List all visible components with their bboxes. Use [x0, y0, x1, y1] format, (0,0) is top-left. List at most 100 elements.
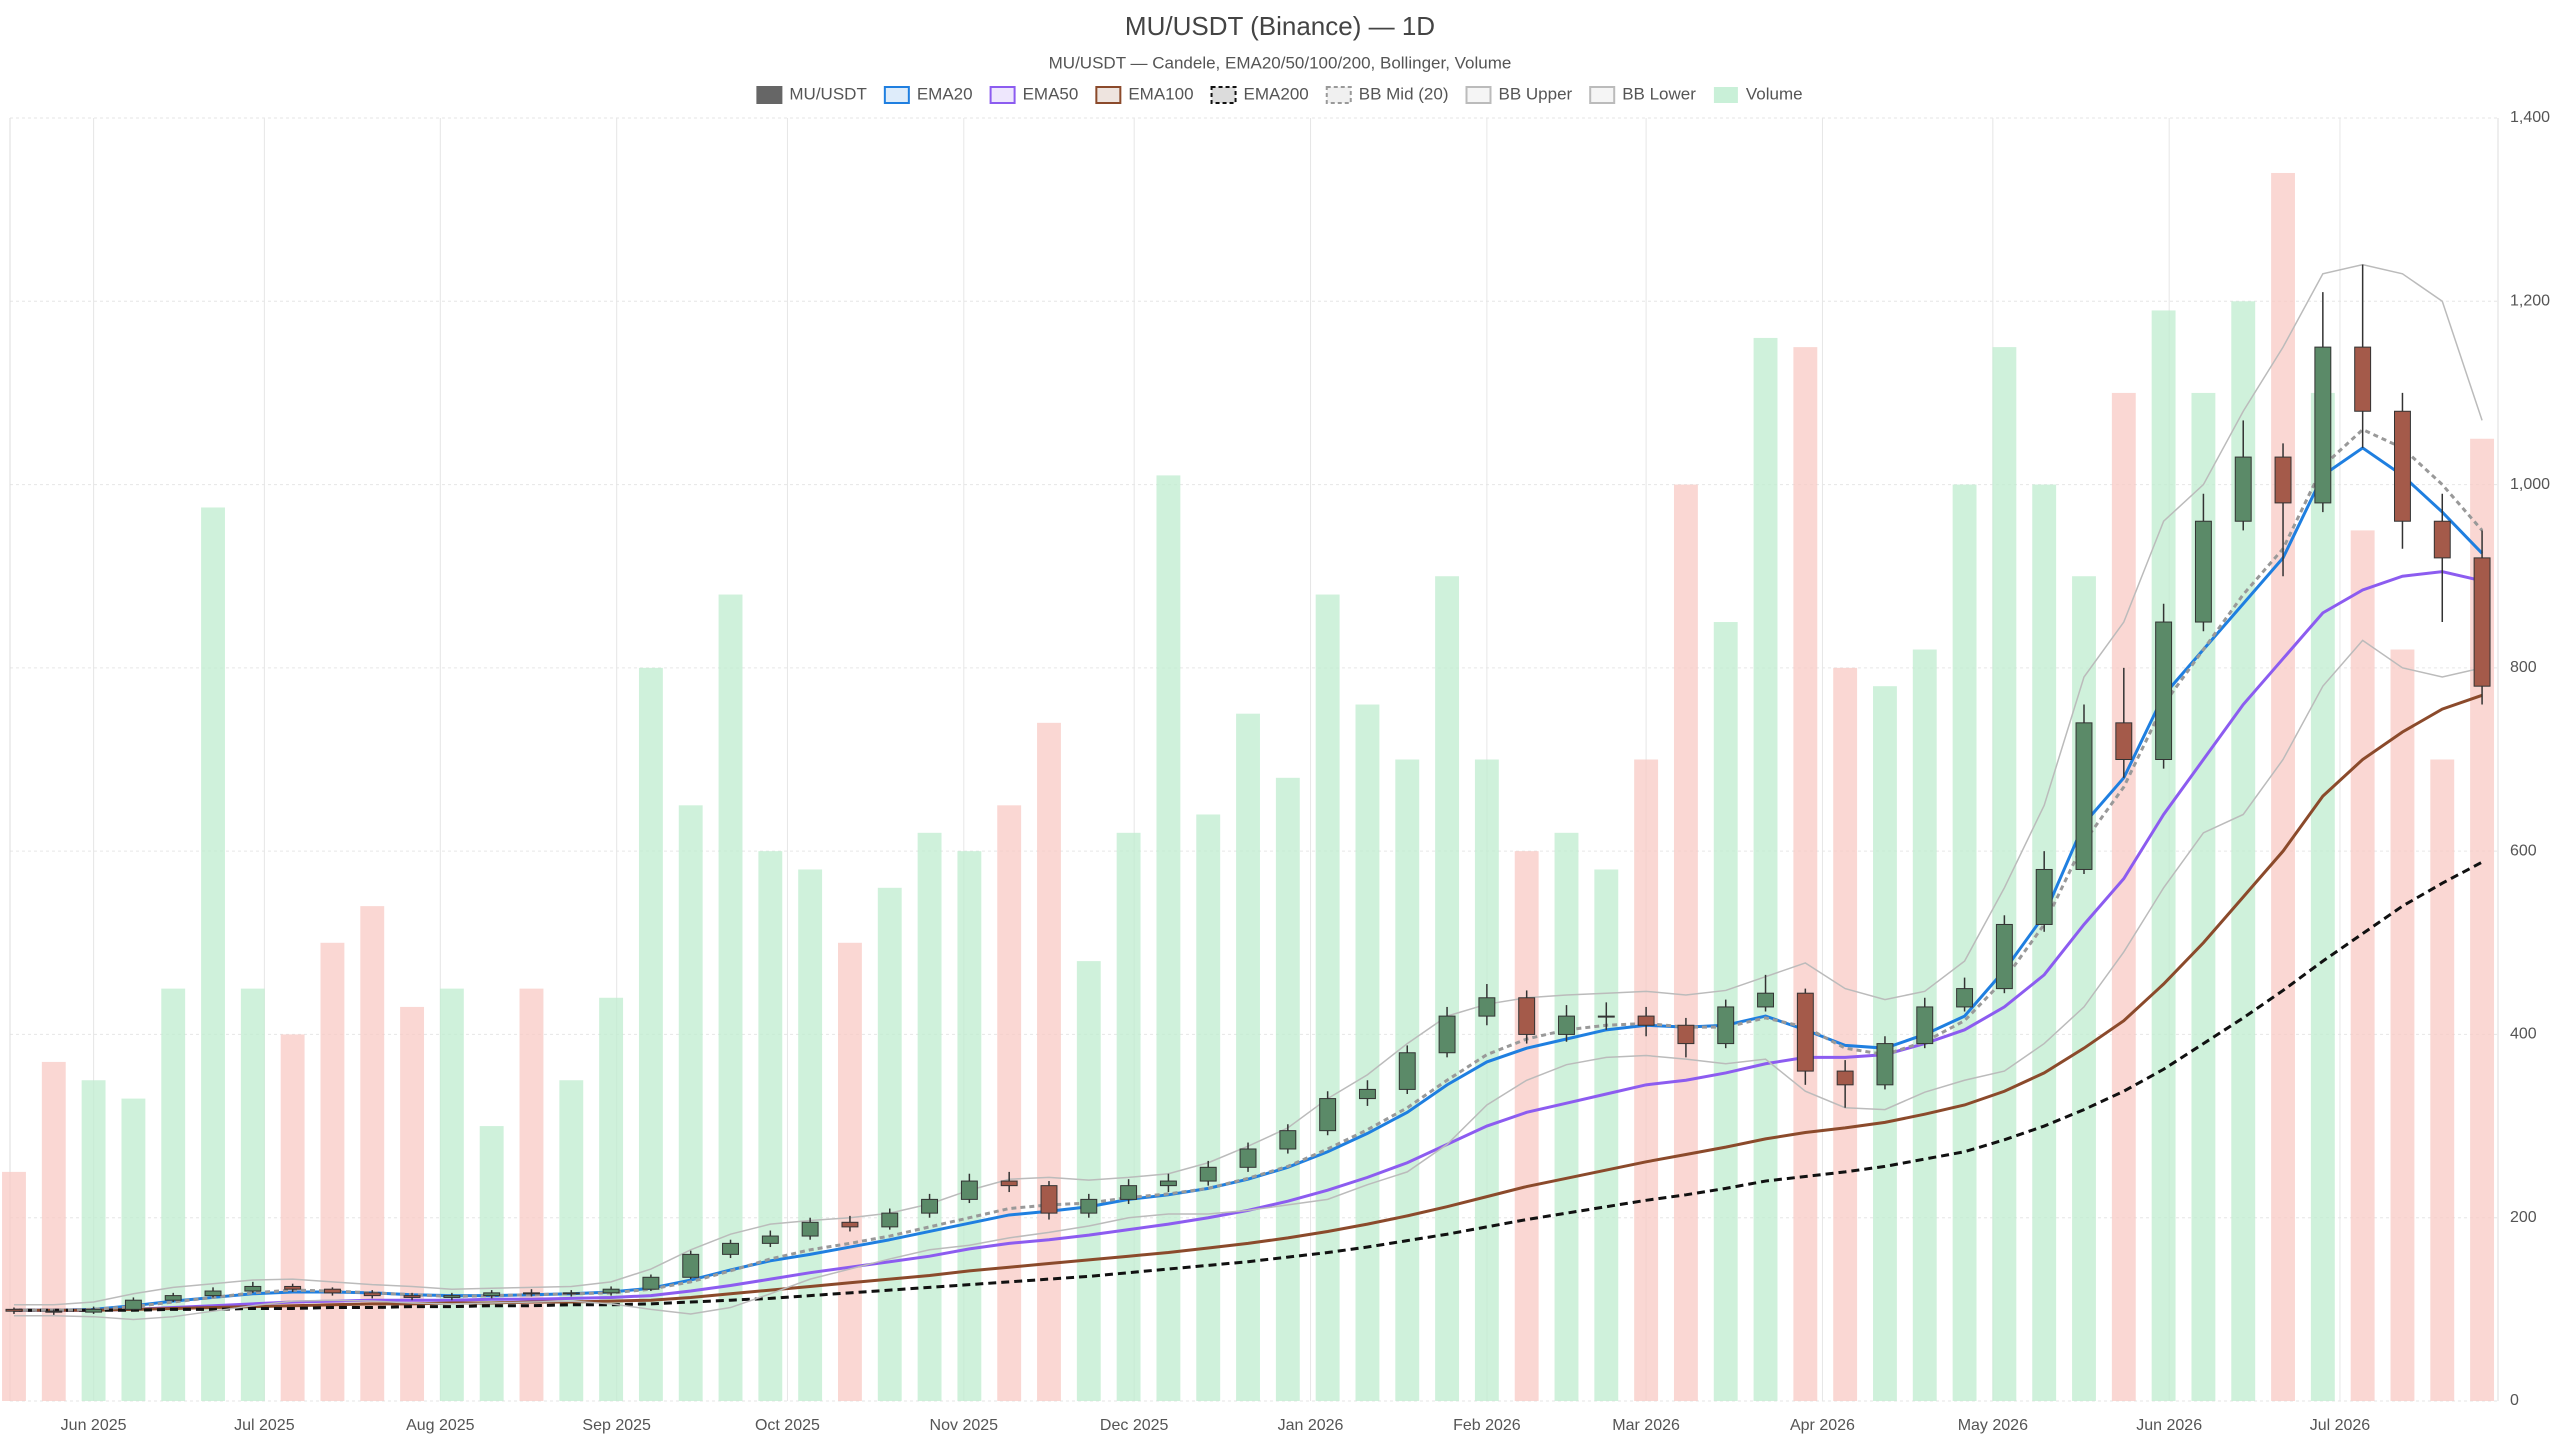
volume-bar — [678, 805, 703, 1401]
candle-body — [761, 1235, 779, 1244]
candle-body — [2473, 557, 2491, 687]
volume-bar — [1833, 667, 1858, 1401]
x-tick-label: Dec 2025 — [1100, 1417, 1169, 1434]
legend-label: BB Upper — [1499, 84, 1573, 103]
x-tick-label: Sep 2025 — [582, 1417, 651, 1434]
candle-body — [1637, 1015, 1655, 1026]
legend-item: BB Mid (20) — [1325, 84, 1449, 104]
x-tick-label: Jul 2025 — [234, 1417, 295, 1434]
candle-body — [960, 1180, 978, 1200]
volume-bar — [1156, 475, 1181, 1402]
x-tick-label: Oct 2025 — [755, 1417, 820, 1434]
volume-bar — [1435, 576, 1460, 1401]
chart-title: MU/USDT (Binance) — 1D — [1125, 11, 1435, 41]
candle-body — [1080, 1198, 1098, 1214]
volume-bar — [997, 805, 1022, 1401]
volume-bar — [2191, 392, 2216, 1401]
volume-bar — [1634, 759, 1659, 1401]
legend-label: Volume — [1746, 84, 1803, 103]
volume-bar — [320, 942, 345, 1401]
x-tick-label: Mar 2026 — [1612, 1417, 1680, 1434]
candle-body — [5, 1308, 23, 1312]
candle-body — [921, 1198, 939, 1214]
x-tick-label: Apr 2026 — [1790, 1417, 1855, 1434]
volume-bar — [2430, 759, 2455, 1401]
legend-label: EMA200 — [1244, 84, 1309, 103]
volume-bar — [1315, 594, 1340, 1401]
candle-body — [881, 1212, 899, 1228]
candle-body — [284, 1285, 302, 1290]
legend-swatch — [1713, 87, 1738, 103]
legend-swatch — [756, 86, 783, 104]
candle-body — [1000, 1180, 1018, 1187]
candle-body — [1040, 1185, 1058, 1214]
volume-bar — [559, 1080, 584, 1401]
candle-body — [1438, 1015, 1456, 1054]
y-tick-label: 1,200 — [2510, 293, 2550, 310]
candle-body — [602, 1288, 620, 1294]
legend-label: BB Mid (20) — [1359, 84, 1449, 103]
volume-bar — [2032, 484, 2057, 1402]
volume-bar — [838, 942, 862, 1401]
candle-body — [1916, 1006, 1934, 1045]
candle-body — [2035, 868, 2053, 925]
volume-bar — [1076, 961, 1101, 1401]
legend-label: EMA100 — [1128, 84, 1193, 103]
legend-swatch — [883, 86, 910, 104]
legend-label: EMA20 — [917, 84, 973, 103]
candle-body — [1518, 997, 1536, 1035]
legend-swatch — [1325, 86, 1352, 104]
legend-swatch — [989, 86, 1016, 104]
candle-body — [244, 1285, 262, 1292]
plot — [2, 172, 2495, 1402]
candle-body — [2433, 520, 2451, 559]
volume-bar — [240, 988, 265, 1401]
volume-bar — [1116, 832, 1141, 1401]
volume-bar — [2072, 576, 2096, 1401]
candle-body — [2393, 410, 2411, 522]
y-tick-label: 0 — [2510, 1392, 2519, 1409]
candle-body — [1319, 1098, 1337, 1132]
legend-swatch — [1210, 86, 1237, 104]
volume-bar — [2, 1171, 26, 1401]
candle-body — [2234, 456, 2252, 522]
y-tick-label: 400 — [2510, 1026, 2537, 1043]
volume-bar — [638, 667, 663, 1401]
volume-bar — [201, 507, 225, 1401]
candle-body — [204, 1290, 222, 1297]
volume-bar — [41, 1061, 66, 1401]
volume-bar — [1753, 337, 1778, 1401]
candle-body — [1597, 1015, 1615, 1018]
legend-item: EMA20 — [883, 84, 973, 104]
legend-label: EMA50 — [1023, 84, 1079, 103]
candle-body — [1358, 1088, 1376, 1100]
x-tick-label: Feb 2026 — [1453, 1417, 1521, 1434]
legend-swatch — [1465, 86, 1492, 104]
candle-body — [2194, 520, 2212, 623]
candle-body — [1876, 1043, 1894, 1086]
volume-bar — [439, 988, 464, 1401]
legend: MU/USDT EMA20 EMA50 EMA100 EMA200 BB Mid (20)… — [756, 84, 1803, 104]
y-tick-label: 800 — [2510, 659, 2537, 676]
candle-body — [1279, 1130, 1297, 1150]
candle-body — [1478, 997, 1496, 1017]
volume-bar — [758, 851, 783, 1401]
legend-swatch — [1589, 86, 1616, 104]
volume-bar — [1196, 814, 1221, 1401]
legend-swatch — [1095, 86, 1122, 104]
volume-bar — [519, 988, 544, 1401]
candle-body — [1199, 1166, 1217, 1182]
volume-bar — [161, 988, 186, 1401]
candle-body — [403, 1295, 421, 1298]
legend-item: EMA200 — [1210, 84, 1309, 104]
candle-body — [1159, 1180, 1177, 1187]
candle-body — [1836, 1070, 1854, 1086]
legend-label: BB Lower — [1622, 84, 1696, 103]
grid: 0 200 400 600 800 1,000 1,200 1,400 Jun 2025 Jul … — [9, 109, 2550, 1434]
candle-body — [1398, 1052, 1416, 1090]
y-tick-label: 600 — [2510, 842, 2537, 859]
y-tick-label: 1,000 — [2510, 476, 2550, 493]
legend-item: Volume — [1713, 84, 1803, 103]
volume-bar — [2151, 310, 2176, 1402]
